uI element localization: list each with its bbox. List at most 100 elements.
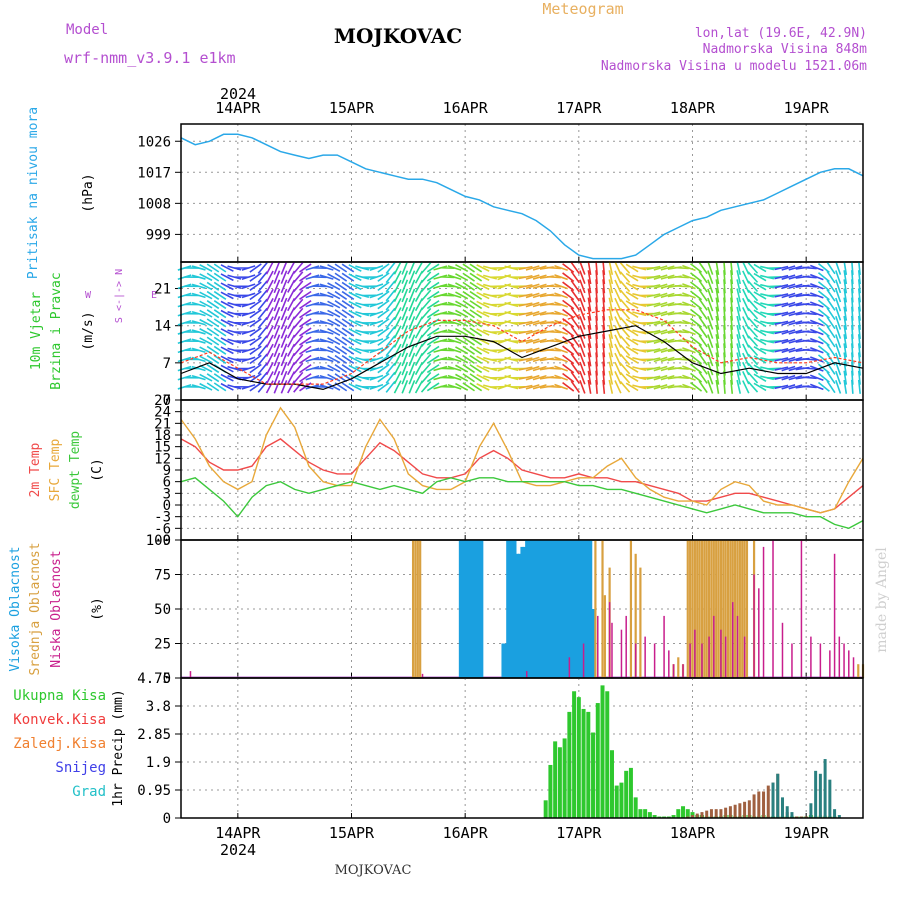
wind-barb [579,316,586,330]
wind-barb [730,297,734,312]
cloud-bar [712,540,715,678]
wind-barb [570,344,580,357]
y-axis-label: 10m Vjetar [29,292,44,370]
cloud-bar [586,540,590,678]
wind-barb [774,284,789,289]
wind-barb [241,301,256,308]
wind-barb [660,384,675,390]
wind-barb [546,385,562,389]
wind-barb [707,334,714,348]
wind-barbs [177,260,861,394]
cloud-bar [762,546,765,678]
wind-barb [546,275,562,279]
wind-barb [177,292,192,299]
wind-barb [625,300,639,309]
wind-barb [206,290,220,300]
wind-barb [469,290,483,300]
wind-barb [682,301,696,308]
cloud-bar [689,540,692,678]
precip-bar [605,691,610,818]
wind-barb [632,356,647,362]
wind-barb [653,274,668,280]
wind-barb [191,365,206,372]
wind-barb [401,316,409,330]
wind-barb [299,382,312,392]
wind-barb [570,307,580,320]
wind-barb [455,337,469,346]
wind-barb [469,309,483,319]
wind-barb [660,265,675,271]
wind-barb [698,325,708,339]
wind-barb [249,363,262,374]
wind-barb [420,317,432,329]
wind-barb [579,261,586,275]
wind-barb [433,292,448,299]
wind-barb [369,347,384,354]
wind-barb [690,299,703,310]
wind-barb [608,288,614,303]
wind-barb [674,349,689,352]
wind-barb [781,292,796,299]
wind-barb [385,380,396,393]
wind-barb [843,279,848,294]
wind-barb [715,352,720,367]
wind-barb [788,384,803,390]
wind-barb [525,338,540,344]
wind-barb [646,284,661,289]
wind-barb [319,292,334,299]
wind-barb [287,261,296,275]
cloud-bar [503,643,508,678]
wind-barb [462,336,475,346]
wind-barb [440,312,455,315]
pressure-panel: 999 1008 1017 1026 Pritisak na nivou mora (hP… [26,107,864,279]
wind-barb [546,312,562,315]
cloud-bar [710,540,713,678]
wind-barb [408,325,416,339]
wind-barb [608,260,614,276]
wind-barb [455,355,469,364]
wind-barb [774,375,789,380]
wind-barb [369,292,384,299]
wind-barb [632,338,647,344]
wind-barb [377,327,390,337]
wind-barb [595,379,598,394]
wind-barb [682,365,696,372]
precip-bar [733,804,737,818]
wind-barb [401,361,409,376]
wind-barb [319,374,334,381]
wind-barb [715,260,720,276]
wind-barb [730,270,734,285]
wind-barb [660,292,675,299]
wind-barb [213,327,227,337]
wind-barb [788,338,803,344]
wind-barb [809,347,824,354]
wind-barb [440,330,455,334]
wind-barb [293,335,304,348]
wind-barb [742,380,750,394]
y-tick-label: 12 [154,451,171,467]
wind-barb [857,324,861,340]
wind-speed-line [180,325,864,391]
wind-barb [625,373,639,383]
wind-barb [227,384,242,390]
wind-barb [625,263,639,273]
wind-barb [532,356,547,363]
wind-barb [213,290,227,300]
year-label-bottom: 2024 [220,841,256,859]
wind-barb [774,302,789,307]
wind-barb [334,290,348,300]
wind-barb [742,279,750,293]
wind-barb [341,263,355,273]
wind-barb [420,307,432,320]
wind-barb [476,291,490,300]
wind-barb [426,290,440,300]
wind-barb [817,336,830,347]
wind-barb [469,300,483,310]
wind-barb [715,279,720,294]
wind-barb [554,347,568,354]
wind-barb [199,373,213,382]
cloud-bar [534,540,538,678]
wind-barb [377,336,390,346]
wind-barb [455,373,469,382]
wind-barb [698,362,708,375]
